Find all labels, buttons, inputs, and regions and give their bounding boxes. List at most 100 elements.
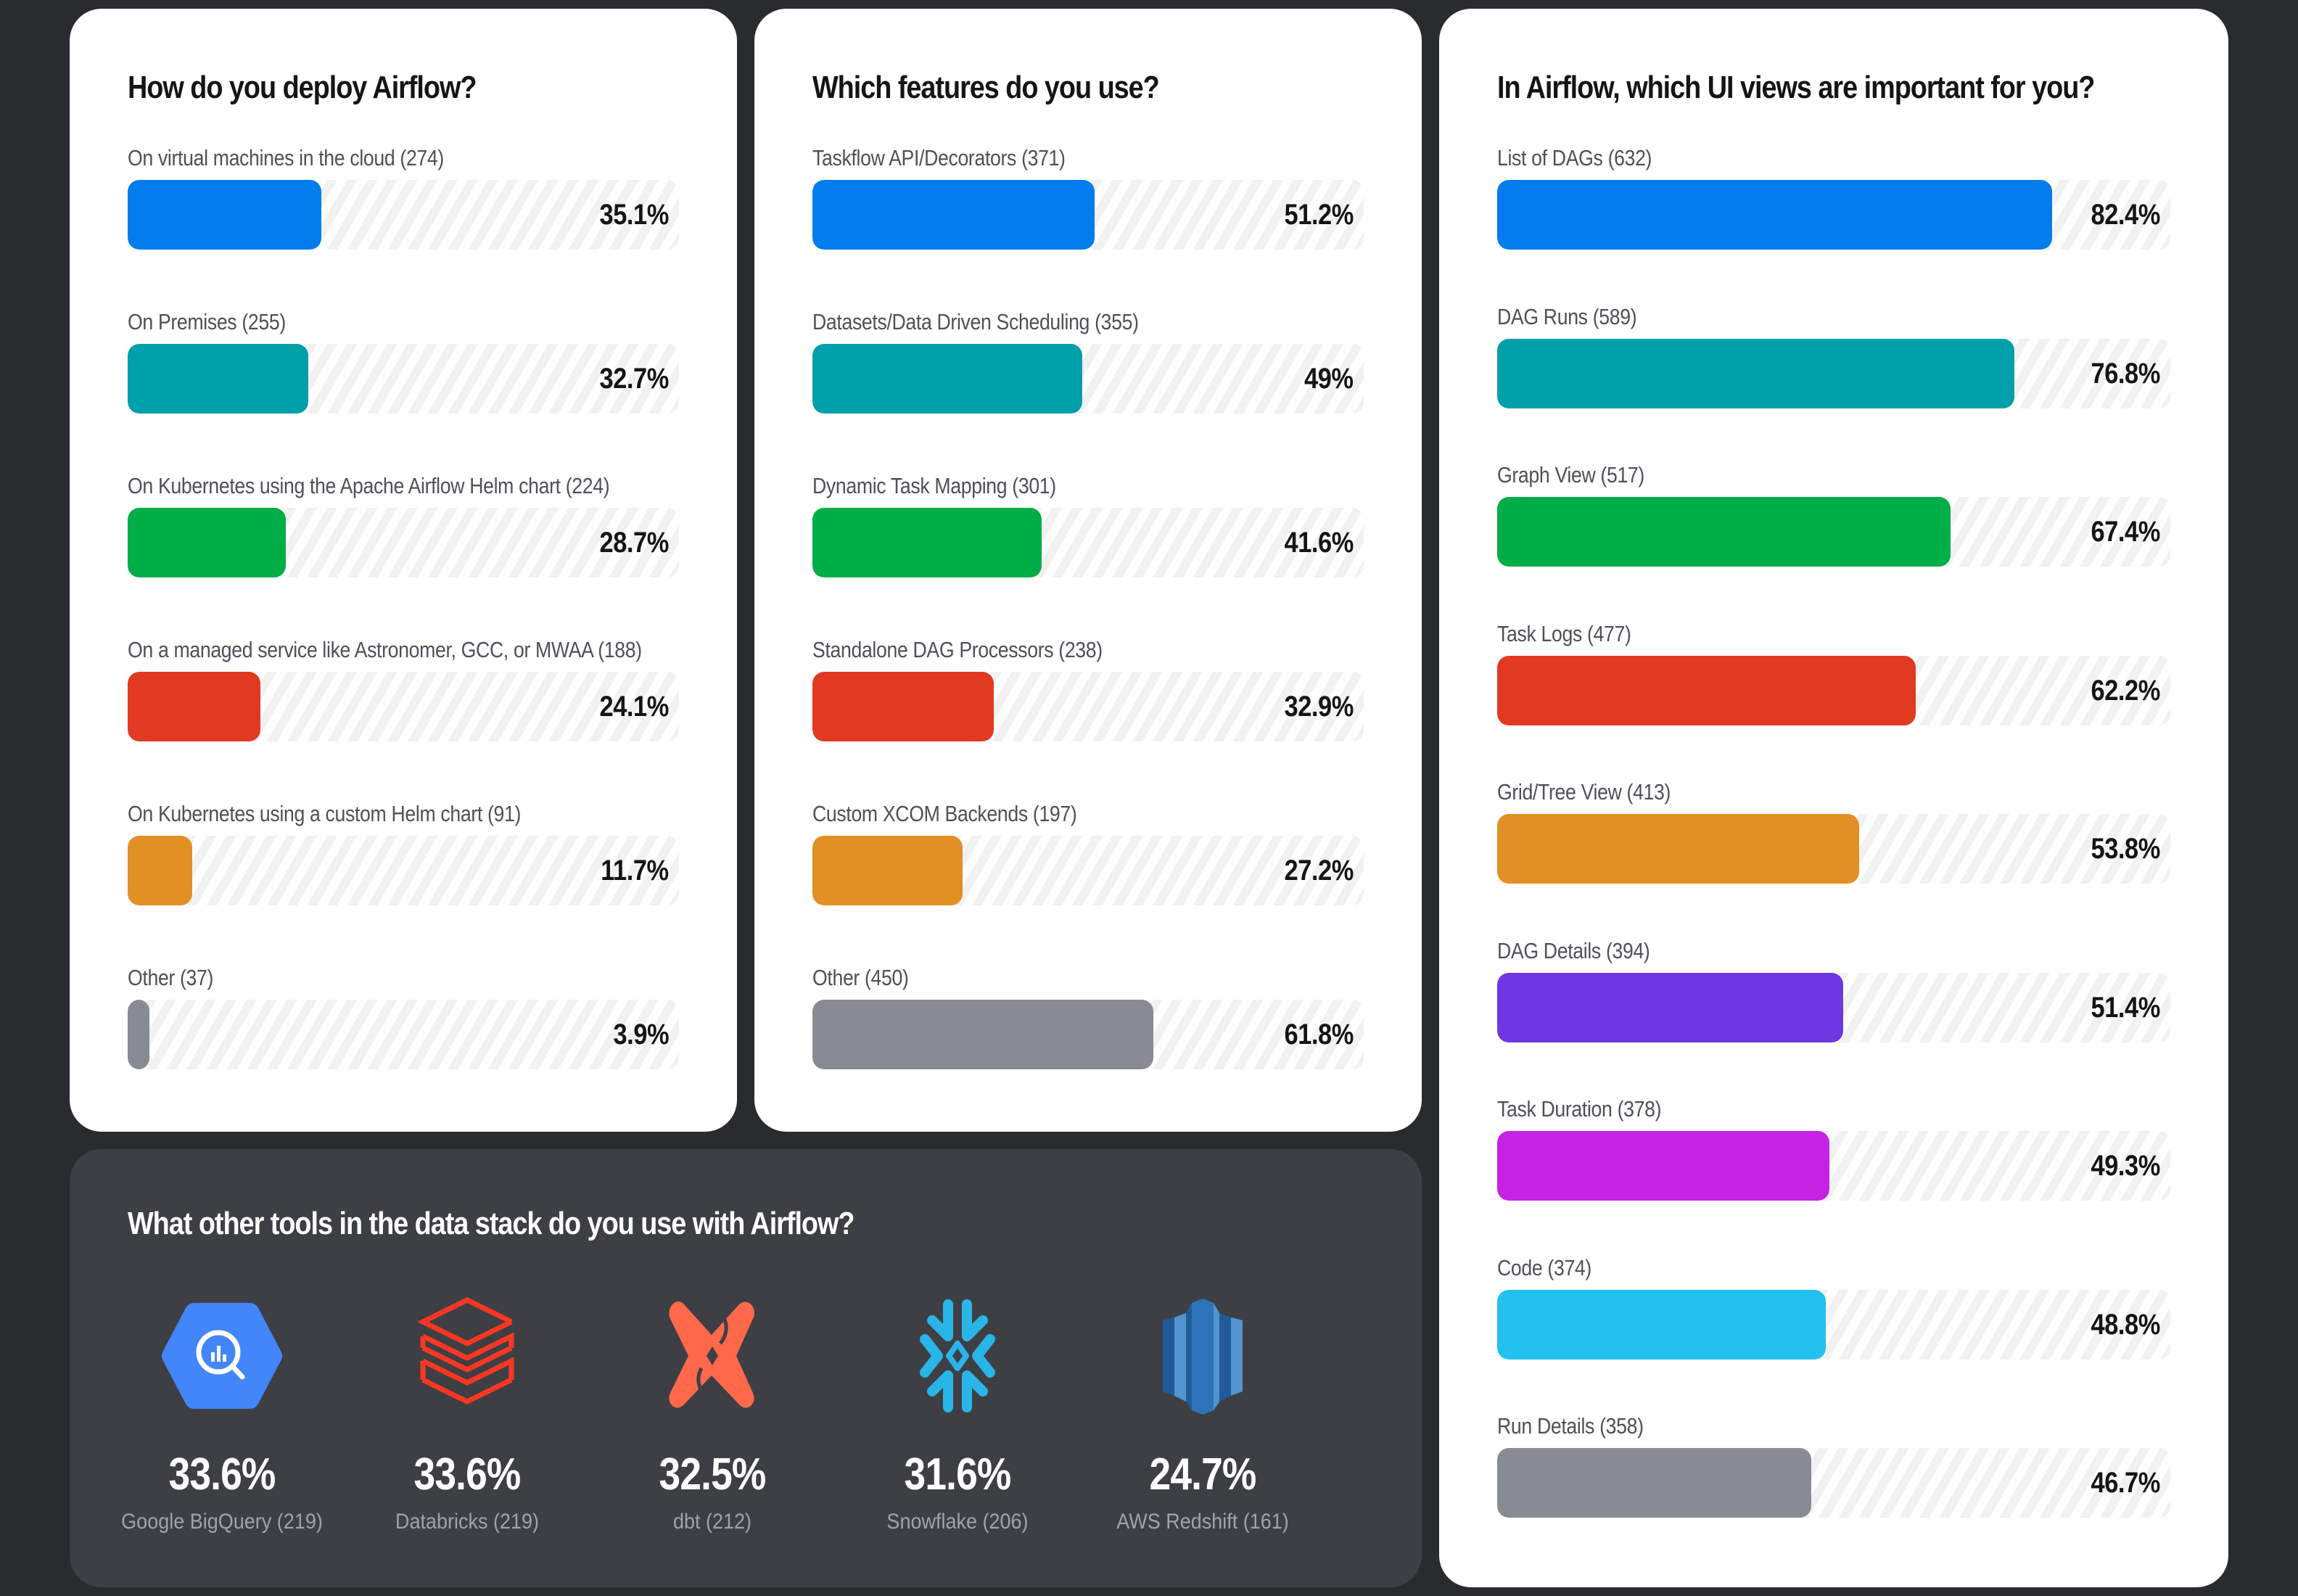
bar-value-label: 67.4% bbox=[2091, 516, 2161, 548]
bar-track: 27.2% bbox=[812, 836, 1364, 905]
bar-fill bbox=[1497, 497, 1951, 567]
bar-row: Run Details (358) 46.7% bbox=[1497, 1412, 2170, 1518]
bar-fill bbox=[1497, 655, 1916, 725]
bar-value-label: 32.7% bbox=[599, 363, 670, 395]
bar-label: Taskflow API/Decorators (371) bbox=[812, 145, 1066, 170]
tool-databricks: 33.6% Databricks (219) bbox=[344, 1294, 590, 1535]
tools-card: What other tools in the data stack do yo… bbox=[70, 1149, 1422, 1587]
bar-value-label: 24.1% bbox=[599, 691, 670, 723]
tool-snowflake-pct: 31.6% bbox=[904, 1449, 1012, 1500]
features-title: Which features do you use? bbox=[812, 70, 1160, 105]
tool-dbt-label: dbt (212) bbox=[672, 1510, 752, 1534]
bar-track: 67.4% bbox=[1497, 497, 2170, 567]
tool-redshift: 24.7% AWS Redshift (161) bbox=[1079, 1294, 1326, 1535]
snowflake-icon bbox=[920, 1299, 995, 1412]
bar-label: Run Details (358) bbox=[1497, 1413, 1644, 1439]
bar-row: Standalone DAG Processors (238) 32.9% bbox=[812, 635, 1364, 741]
tools-title: What other tools in the data stack do yo… bbox=[128, 1206, 855, 1241]
bar-track: 46.7% bbox=[1497, 1448, 2170, 1518]
bar-label: On Premises (255) bbox=[128, 309, 286, 334]
bar-fill bbox=[812, 344, 1083, 414]
tool-redshift-label: AWS Redshift (161) bbox=[1116, 1510, 1289, 1534]
bar-fill bbox=[812, 1000, 1153, 1069]
bar-fill bbox=[812, 672, 994, 741]
bar-fill bbox=[128, 508, 287, 577]
bar-label: Other (450) bbox=[812, 965, 909, 990]
bar-fill bbox=[812, 508, 1042, 577]
bar-value-label: 3.9% bbox=[613, 1019, 669, 1050]
bar-label: On Kubernetes using the Apache Airflow H… bbox=[128, 473, 610, 498]
tool-bigquery-label: Google BigQuery (219) bbox=[121, 1510, 323, 1534]
dbt-icon bbox=[669, 1301, 754, 1408]
bar-value-label: 32.9% bbox=[1284, 691, 1354, 723]
bar-row: On Premises (255) 32.7% bbox=[128, 308, 679, 414]
bar-label: Datasets/Data Driven Scheduling (355) bbox=[812, 309, 1139, 334]
bar-row: Grid/Tree View (413) 53.8% bbox=[1497, 778, 2170, 884]
bigquery-icon bbox=[162, 1303, 282, 1409]
bar-label: On a managed service like Astronomer, GC… bbox=[128, 637, 642, 662]
tool-bigquery: 33.6% Google BigQuery (219) bbox=[99, 1294, 345, 1535]
bar-value-label: 48.8% bbox=[2091, 1308, 2161, 1341]
bar-row: On virtual machines in the cloud (274) 35… bbox=[128, 144, 679, 250]
bar-label: Dynamic Task Mapping (301) bbox=[812, 473, 1056, 498]
deploy-card: How do you deploy Airflow? On virtual ma… bbox=[70, 9, 737, 1132]
bar-row: On Kubernetes using the Apache Airflow H… bbox=[128, 472, 679, 577]
bar-value-label: 49% bbox=[1304, 363, 1354, 395]
bar-label: DAG Details (394) bbox=[1497, 937, 1650, 963]
bar-row: DAG Runs (589) 76.8% bbox=[1497, 303, 2170, 408]
bar-fill bbox=[1497, 1448, 1812, 1518]
bar-value-label: 82.4% bbox=[2091, 199, 2161, 231]
bar-label: List of DAGs (632) bbox=[1497, 145, 1652, 170]
bar-value-label: 51.4% bbox=[2091, 991, 2161, 1024]
bar-label: Task Logs (477) bbox=[1497, 620, 1631, 646]
tool-snowflake-label: Snowflake (206) bbox=[886, 1510, 1029, 1534]
tool-redshift-pct: 24.7% bbox=[1149, 1449, 1257, 1500]
bar-row: Other (37) 3.9% bbox=[128, 963, 679, 1069]
bar-row: List of DAGs (632) 82.4% bbox=[1497, 144, 2170, 250]
bar-track: 82.4% bbox=[1497, 180, 2170, 250]
databricks-icon bbox=[417, 1297, 514, 1404]
bar-row: Datasets/Data Driven Scheduling (355) 49% bbox=[812, 308, 1364, 414]
bar-fill bbox=[1497, 338, 2014, 408]
bar-label: Grid/Tree View (413) bbox=[1497, 779, 1671, 805]
bar-track: 49.3% bbox=[1497, 1131, 2170, 1201]
bar-label: Other (37) bbox=[128, 965, 214, 990]
bar-value-label: 51.2% bbox=[1284, 199, 1354, 231]
bar-row: Taskflow API/Decorators (371) 51.2% bbox=[812, 144, 1364, 250]
bar-label: Custom XCOM Backends (197) bbox=[812, 801, 1077, 826]
bar-track: 11.7% bbox=[128, 836, 679, 905]
bar-track: 32.9% bbox=[812, 672, 1364, 741]
bar-track: 49% bbox=[812, 344, 1364, 414]
tool-databricks-pct: 33.6% bbox=[413, 1449, 522, 1500]
bar-fill bbox=[1497, 972, 1843, 1042]
bar-track: 61.8% bbox=[812, 1000, 1364, 1069]
bar-fill bbox=[1497, 1289, 1826, 1360]
bar-fill bbox=[812, 180, 1095, 250]
tool-dbt: 32.5% dbt (212) bbox=[589, 1294, 836, 1535]
bar-value-label: 46.7% bbox=[2091, 1467, 2161, 1499]
tool-bigquery-pct: 33.6% bbox=[168, 1449, 276, 1500]
bar-label: Task Duration (378) bbox=[1497, 1096, 1662, 1122]
bar-value-label: 41.6% bbox=[1284, 527, 1354, 559]
bar-track: 48.8% bbox=[1497, 1289, 2170, 1360]
bar-fill bbox=[128, 1000, 149, 1069]
bar-track: 76.8% bbox=[1497, 338, 2170, 408]
bar-row: Task Duration (378) 49.3% bbox=[1497, 1095, 2170, 1201]
bar-track: 51.4% bbox=[1497, 972, 2170, 1042]
ui-views-title: In Airflow, which UI views are important… bbox=[1497, 70, 2095, 105]
bar-row: Graph View (517) 67.4% bbox=[1497, 461, 2170, 567]
bar-row: Dynamic Task Mapping (301) 41.6% bbox=[812, 472, 1364, 577]
tool-snowflake: 31.6% Snowflake (206) bbox=[834, 1294, 1081, 1535]
bar-row: Code (374) 48.8% bbox=[1497, 1254, 2170, 1360]
bar-label: Graph View (517) bbox=[1497, 462, 1644, 488]
bar-row: Other (450) 61.8% bbox=[812, 963, 1364, 1069]
bar-row: On a managed service like Astronomer, GC… bbox=[128, 635, 679, 741]
bar-value-label: 27.2% bbox=[1284, 855, 1354, 887]
bar-fill bbox=[1497, 180, 2052, 250]
bar-track: 41.6% bbox=[812, 508, 1364, 577]
bar-fill bbox=[812, 836, 963, 905]
bar-value-label: 49.3% bbox=[2091, 1150, 2161, 1182]
bar-label: Code (374) bbox=[1497, 1254, 1591, 1280]
tool-dbt-pct: 32.5% bbox=[659, 1449, 767, 1500]
bar-value-label: 28.7% bbox=[599, 527, 670, 559]
